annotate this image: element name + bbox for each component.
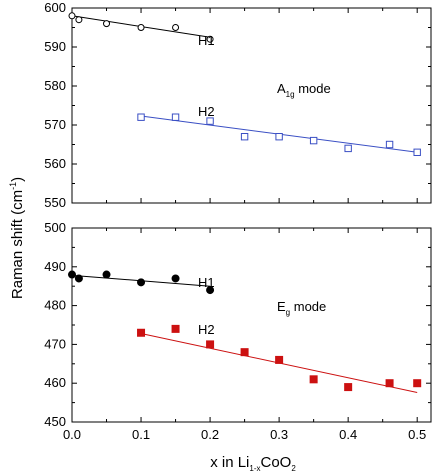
data-point-h1 <box>68 12 76 20</box>
plot-frame-bottom <box>71 227 432 423</box>
y-tick-label: 500 <box>44 220 66 235</box>
plot-frame-top <box>71 7 432 204</box>
data-point-h1 <box>206 35 214 43</box>
x-tick-label: 0.2 <box>201 427 219 442</box>
data-point-h2 <box>240 133 249 141</box>
data-point-h2 <box>171 113 180 121</box>
series-label-h1: H1 <box>198 275 215 290</box>
data-point-h1 <box>172 24 180 31</box>
data-point-h1 <box>74 274 83 283</box>
bottom-panel: 450 460 470 480 490 500 0.0 0.1 0.2 0.3 0.4 0.5 H1 H2… <box>44 220 432 442</box>
y-tick-label: 600 <box>44 0 66 15</box>
data-point-h2 <box>171 324 180 333</box>
data-point-h2 <box>385 379 394 388</box>
y-tick-label: 490 <box>44 259 66 274</box>
mode-label: A1g mode <box>277 81 331 99</box>
y-tick-label: 480 <box>44 298 66 313</box>
data-point-h2 <box>240 348 249 357</box>
data-point-h2 <box>137 113 145 121</box>
data-point-h2 <box>344 383 353 392</box>
x-tick-label: 0.4 <box>339 427 357 442</box>
data-point-h1 <box>206 286 215 295</box>
top-panel: 550 560 570 580 590 600 H1 H2 A1g mode <box>44 0 432 210</box>
series-label-h2: H2 <box>198 322 215 337</box>
y-tick-label: 570 <box>44 117 66 132</box>
data-point-h2 <box>206 117 214 125</box>
series-label-h2: H2 <box>198 104 215 119</box>
mode-label: Eg mode <box>277 299 326 317</box>
data-point-h1 <box>103 20 111 28</box>
y-tick-label: 450 <box>44 414 66 429</box>
y-tick-label: 560 <box>44 156 66 171</box>
data-point-h1 <box>102 270 111 279</box>
y-tick-label: 460 <box>44 375 66 390</box>
data-point-h2 <box>275 133 283 141</box>
x-tick-label: 0.0 <box>63 427 81 442</box>
x-axis-title: x in Li1-xCoO2 <box>210 454 296 473</box>
x-tick-label: 0.1 <box>132 427 150 442</box>
data-point-h1 <box>137 278 146 287</box>
data-point-h2 <box>413 148 421 157</box>
y-axis-title: Raman shift (cm-1) <box>8 177 26 299</box>
y-tick-label: 590 <box>44 39 66 54</box>
series-label-h1: H1 <box>198 33 215 48</box>
data-point-h2 <box>206 340 215 349</box>
data-point-h2 <box>309 375 318 384</box>
data-point-h2 <box>137 328 146 337</box>
data-point-h2 <box>309 136 318 145</box>
data-point-h1 <box>68 270 76 279</box>
data-point-h1 <box>137 24 145 31</box>
data-point-h2 <box>344 144 352 153</box>
data-point-h1 <box>171 274 180 283</box>
x-tick-label: 0.5 <box>408 427 426 442</box>
data-point-h2 <box>275 355 284 364</box>
data-point-h2 <box>385 140 394 149</box>
y-tick-label: 470 <box>44 336 66 351</box>
x-tick-label: 0.3 <box>270 427 288 442</box>
y-tick-label: 550 <box>44 195 66 210</box>
data-point-h1 <box>75 16 83 24</box>
data-point-h2 <box>413 379 422 388</box>
y-tick-label: 580 <box>44 78 66 93</box>
